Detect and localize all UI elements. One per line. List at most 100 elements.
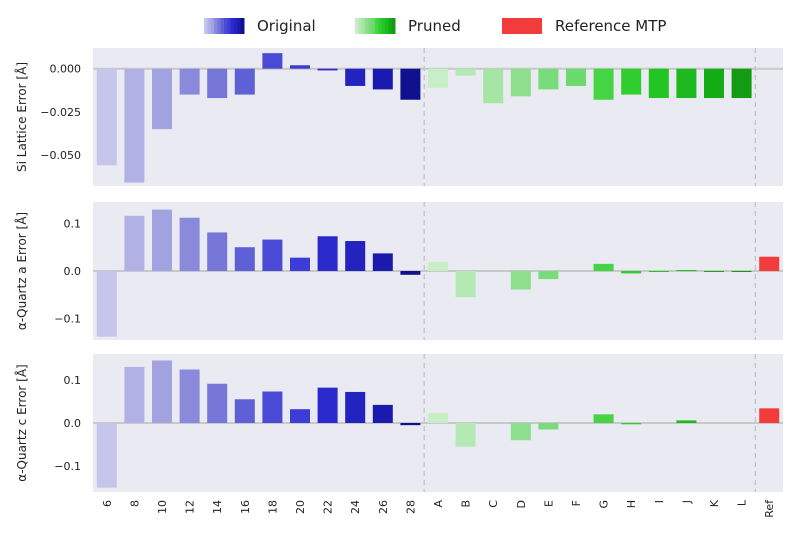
bar-F	[566, 68, 586, 86]
bar-8	[124, 215, 145, 271]
bar-18	[262, 391, 283, 423]
bar-I	[648, 271, 669, 272]
legend-original-swatch	[214, 18, 218, 34]
x-tick-label: 10	[156, 500, 169, 514]
bar-D	[510, 271, 531, 290]
bar-8	[124, 68, 145, 183]
x-tick-label: L	[736, 499, 749, 506]
legend-original-swatch	[227, 18, 232, 34]
bar-8	[124, 366, 145, 423]
legend-reference: Reference MTP	[502, 17, 666, 35]
y-tick-label: 0.0	[64, 417, 82, 430]
bar-E	[538, 271, 559, 280]
legend-original-swatch	[240, 18, 245, 34]
chart-panels: 0.000 −0.025 −0.050 Si Lattice Error [Å] 0.1…	[14, 48, 783, 492]
bar-C	[483, 68, 504, 104]
x-tick-label: 28	[404, 500, 417, 514]
x-tick-label: F	[570, 500, 583, 506]
x-tick-label: I	[653, 500, 666, 503]
legend-pruned-swatch	[358, 18, 363, 34]
bar-10	[152, 209, 172, 271]
legend-pruned-swatch	[378, 18, 383, 34]
bar-D	[510, 68, 531, 97]
legend: Original Pruned Reference MTP	[204, 17, 666, 35]
y-tick-label: −0.025	[40, 106, 81, 119]
bar-Ref	[759, 256, 780, 271]
bar-G	[593, 414, 614, 423]
bar-Ref	[759, 408, 780, 423]
x-tick-label: C	[487, 500, 500, 508]
bar-12	[179, 68, 200, 95]
bar-28	[400, 68, 421, 100]
x-tick-label: 20	[294, 500, 307, 514]
panel-2: 0.1 0.0 −0.1 α-Quartz a Error [Å]	[14, 202, 783, 340]
bar-L	[731, 271, 752, 272]
bar-26	[372, 404, 393, 423]
y-tick-label: 0.1	[64, 217, 82, 230]
bar-28	[400, 271, 421, 275]
bar-12	[179, 369, 200, 423]
bar-H	[621, 423, 642, 425]
bar-K	[704, 68, 724, 99]
y-axis-label: Si Lattice Error [Å]	[14, 62, 29, 172]
bar-6	[96, 271, 117, 337]
legend-original-swatch	[234, 18, 238, 34]
bar-26	[372, 253, 393, 271]
legend-original-swatch	[230, 18, 235, 34]
y-axis-label: α-Quartz c Error [Å]	[14, 364, 29, 481]
bar-I	[648, 68, 669, 99]
bar-14	[207, 383, 228, 423]
x-tick-label: 26	[377, 500, 390, 514]
bar-J	[676, 420, 697, 423]
bar-H	[621, 68, 642, 95]
legend-pruned-label: Pruned	[408, 17, 461, 35]
x-tick-label: G	[598, 500, 611, 509]
legend-pruned-swatch	[355, 18, 359, 34]
x-tick-label: 24	[349, 500, 362, 514]
y-tick-label: 0.000	[50, 63, 82, 76]
legend-original-swatch	[207, 18, 212, 34]
legend-reference-swatch	[502, 18, 542, 34]
bar-G	[593, 263, 614, 271]
x-tick-label: 22	[322, 500, 335, 514]
legend-reference-label: Reference MTP	[555, 17, 666, 35]
bar-L	[731, 68, 752, 99]
x-tick-label: Ref	[763, 499, 776, 518]
bar-10	[152, 68, 172, 130]
bar-18	[262, 53, 283, 69]
x-tick-label: H	[625, 500, 638, 508]
legend-pruned-swatch	[391, 18, 396, 34]
legend-original: Original	[204, 17, 316, 35]
x-tick-label: E	[542, 500, 555, 507]
x-tick-label: J	[680, 500, 693, 504]
bar-K	[704, 271, 724, 272]
legend-pruned-swatch	[361, 18, 366, 34]
legend-pruned-swatch	[381, 18, 386, 34]
bar-A	[428, 68, 448, 88]
legend-pruned-swatch	[371, 18, 376, 34]
legend-pruned-swatch	[375, 18, 379, 34]
y-tick-label: −0.1	[54, 313, 81, 326]
legend-original-swatch	[217, 18, 222, 34]
bar-H	[621, 271, 642, 274]
legend-original-swatch	[220, 18, 225, 34]
x-tick-label: D	[515, 500, 528, 508]
bar-E	[538, 423, 559, 430]
x-tick-label: 16	[239, 500, 252, 514]
bar-22	[317, 387, 338, 423]
y-tick-label: 0.1	[64, 374, 82, 387]
bar-22	[317, 236, 338, 271]
legend-pruned: Pruned	[355, 17, 461, 35]
bar-12	[179, 217, 200, 271]
panel-3: 0.1 0.0 −0.1 α-Quartz c Error [Å]	[14, 354, 783, 492]
bar-E	[538, 68, 559, 90]
bar-D	[510, 423, 531, 441]
y-tick-label: 0.0	[64, 265, 82, 278]
x-tick-label: 8	[128, 500, 141, 507]
bar-16	[234, 399, 255, 423]
bar-24	[345, 391, 366, 423]
x-tick-label: K	[708, 499, 721, 507]
y-tick-label: −0.1	[54, 460, 81, 473]
legend-pruned-swatch	[365, 18, 369, 34]
bar-10	[152, 360, 172, 423]
